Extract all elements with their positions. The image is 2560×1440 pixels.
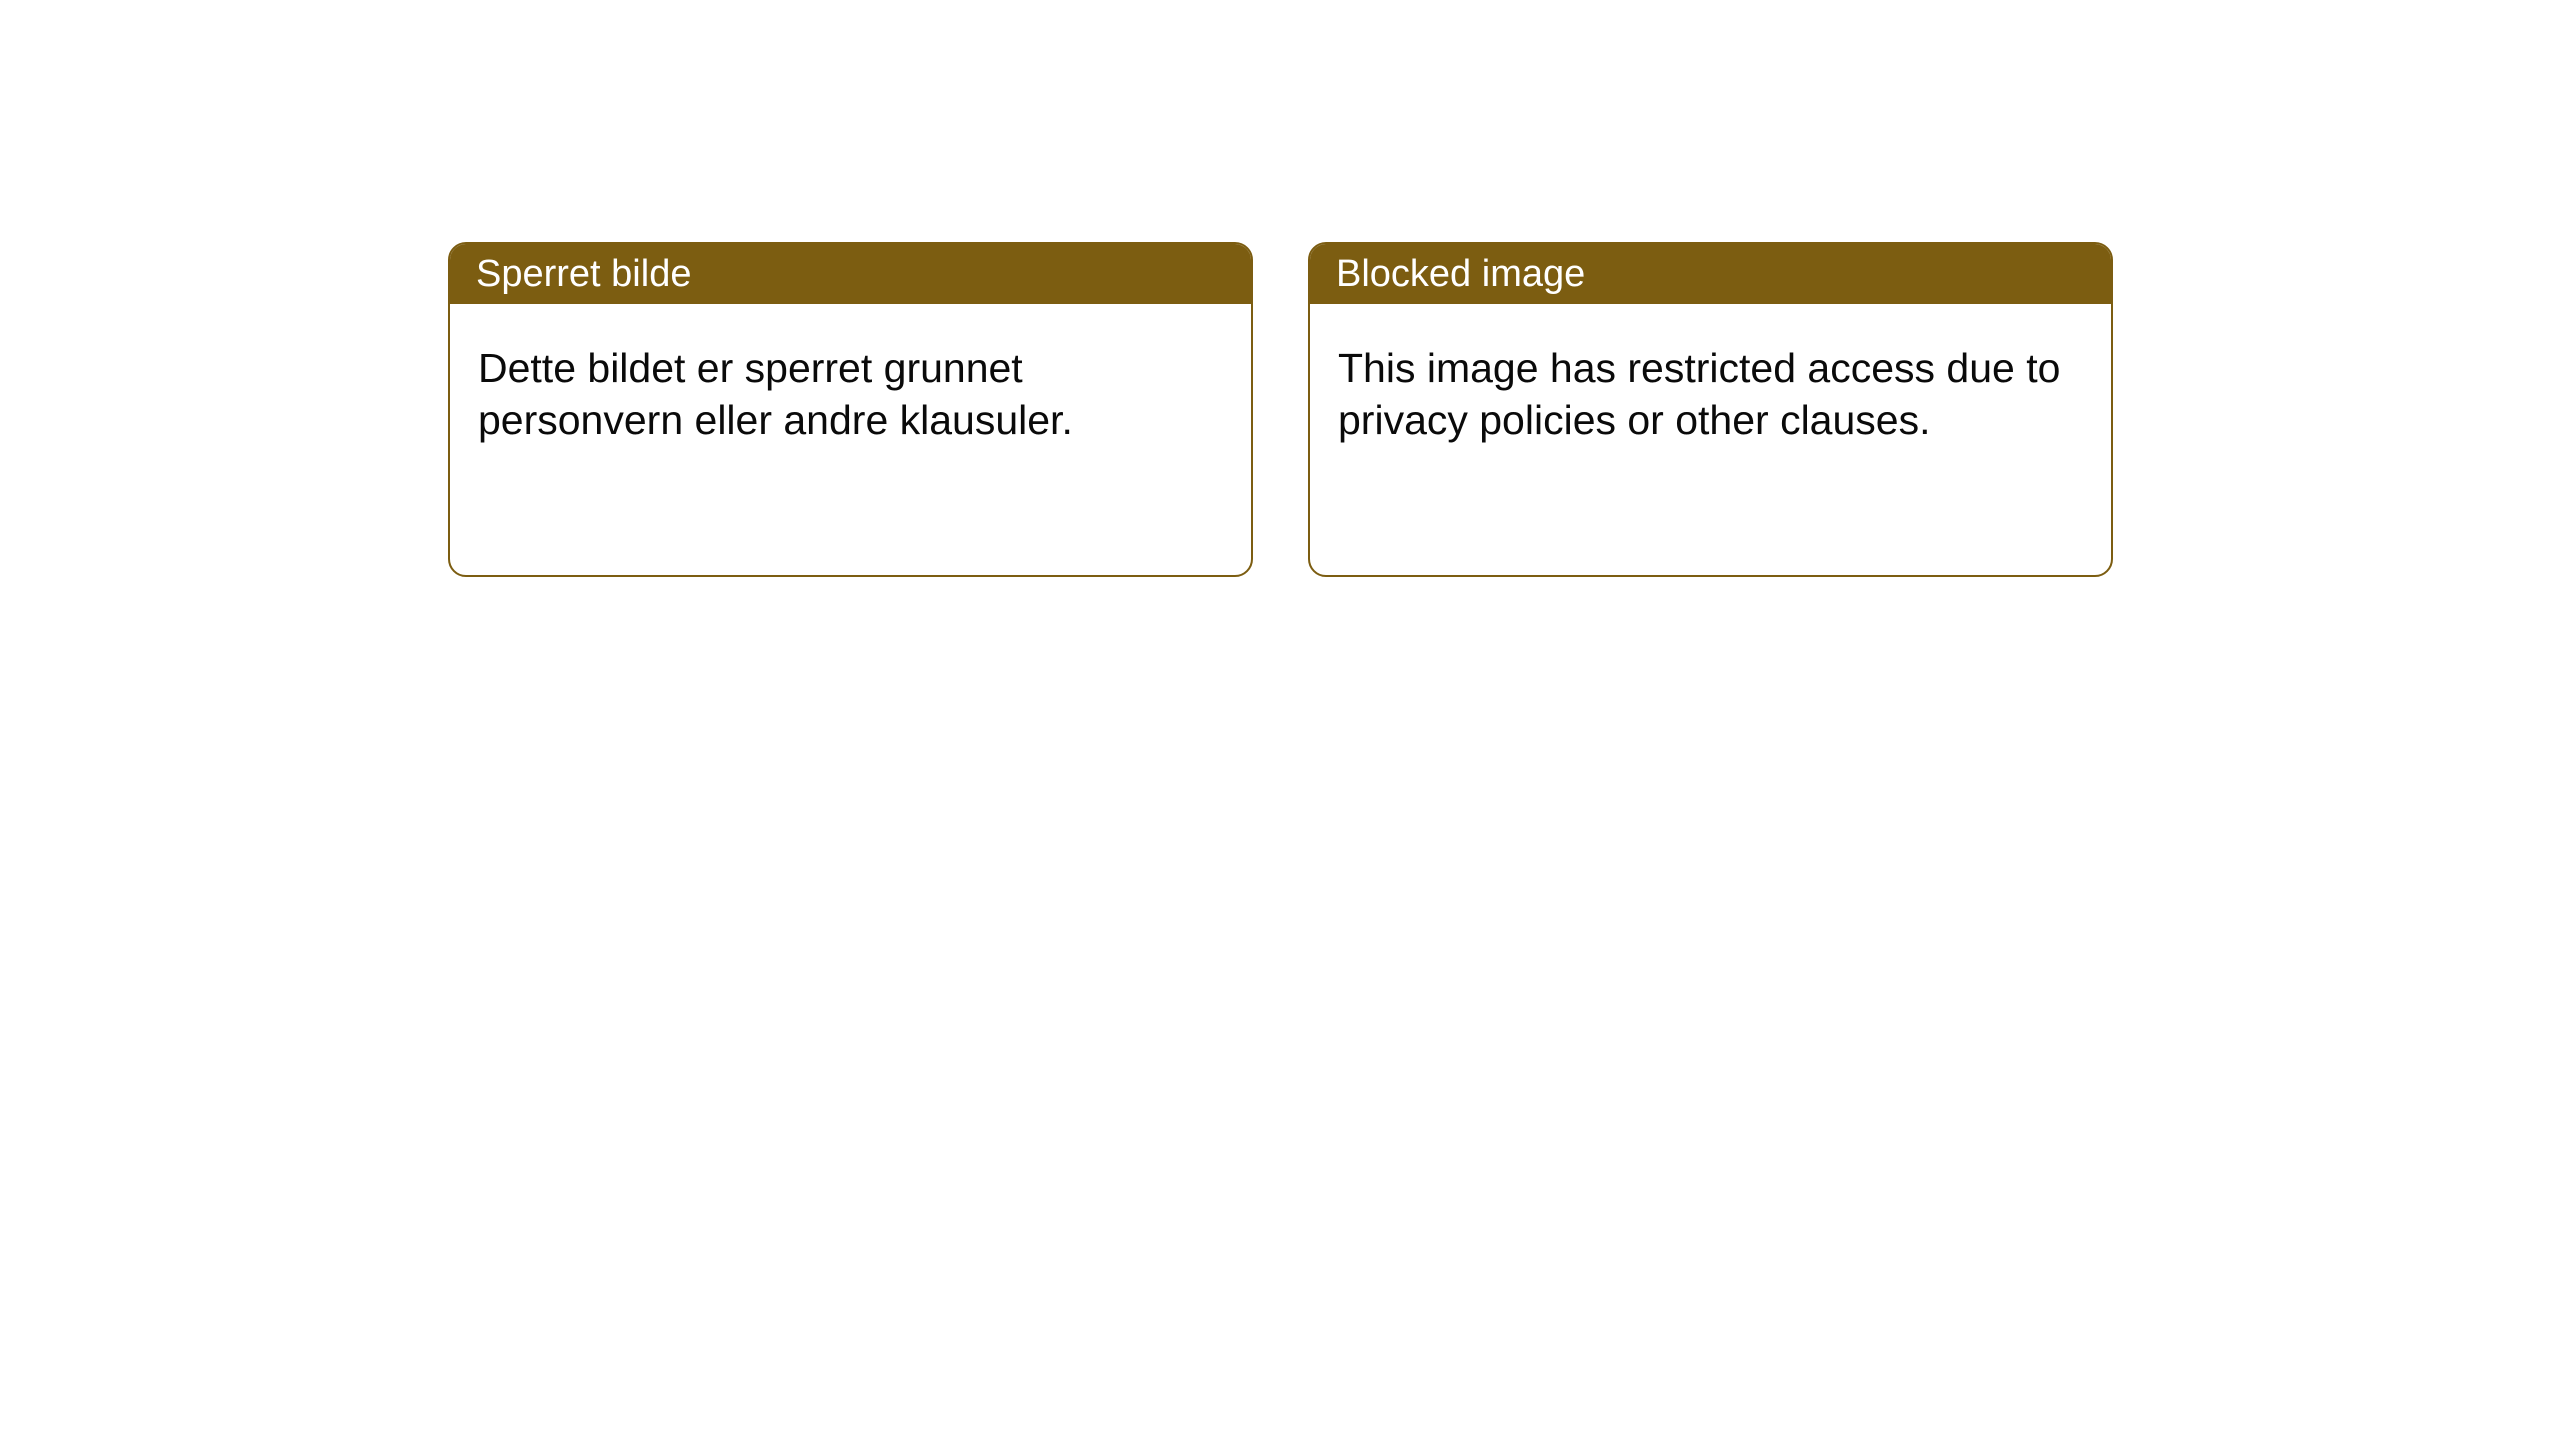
card-header: Blocked image: [1310, 244, 2111, 304]
card-header: Sperret bilde: [450, 244, 1251, 304]
card-title: Sperret bilde: [476, 253, 691, 296]
card-body: This image has restricted access due to …: [1310, 304, 2111, 485]
card-body: Dette bildet er sperret grunnet personve…: [450, 304, 1251, 485]
blocked-image-card-en: Blocked image This image has restricted …: [1308, 242, 2113, 577]
card-body-text: This image has restricted access due to …: [1338, 345, 2060, 443]
blocked-image-card-no: Sperret bilde Dette bildet er sperret gr…: [448, 242, 1253, 577]
card-body-text: Dette bildet er sperret grunnet personve…: [478, 345, 1073, 443]
notice-container: Sperret bilde Dette bildet er sperret gr…: [448, 242, 2113, 577]
card-title: Blocked image: [1336, 253, 1585, 296]
